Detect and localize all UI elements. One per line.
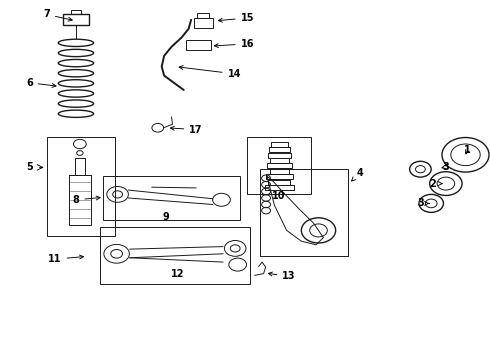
Bar	[47, 137, 115, 236]
Text: 15: 15	[219, 13, 254, 23]
Text: 3: 3	[442, 162, 449, 172]
Bar	[260, 169, 348, 256]
Text: 1: 1	[464, 145, 471, 155]
Text: 10: 10	[271, 191, 285, 201]
Text: 4: 4	[351, 168, 364, 181]
Bar	[103, 176, 240, 220]
Bar	[266, 174, 293, 179]
Bar	[186, 40, 211, 50]
Bar	[269, 180, 291, 185]
Bar	[269, 147, 290, 152]
Text: 8: 8	[73, 195, 100, 205]
Text: 3: 3	[417, 198, 429, 208]
Bar	[271, 142, 288, 147]
Text: 14: 14	[179, 66, 241, 79]
Bar	[270, 158, 289, 163]
Bar	[194, 18, 213, 28]
Bar	[270, 169, 289, 174]
Bar	[247, 137, 311, 194]
Bar	[267, 163, 292, 168]
Bar	[197, 13, 209, 18]
Text: 5: 5	[26, 162, 33, 172]
Text: 13: 13	[269, 271, 296, 282]
Bar	[100, 227, 250, 284]
Bar	[69, 175, 91, 225]
Bar	[63, 14, 89, 25]
Bar	[71, 10, 81, 14]
Text: 12: 12	[171, 269, 184, 279]
Bar	[265, 185, 294, 190]
Bar	[75, 158, 85, 175]
Text: 2: 2	[429, 179, 442, 189]
Text: 11: 11	[48, 254, 83, 264]
Text: 17: 17	[171, 125, 203, 135]
Text: 6: 6	[26, 78, 56, 88]
Text: 9: 9	[162, 212, 169, 222]
Text: 16: 16	[215, 39, 254, 49]
Text: 7: 7	[43, 9, 72, 21]
Bar	[268, 153, 291, 158]
